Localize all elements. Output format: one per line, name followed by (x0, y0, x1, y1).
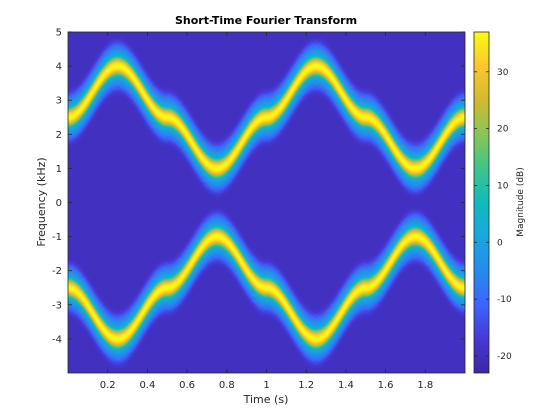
colorbar-frame (473, 31, 490, 374)
x-axis-label: Time (s) (243, 393, 289, 406)
colorbar-tick-label: 20 (497, 125, 509, 135)
y-tick-label: 2 (56, 130, 62, 141)
x-tick-label: 0.2 (100, 380, 116, 391)
colorbar-tick-label: -10 (497, 295, 512, 305)
x-tick-label: 1.6 (378, 380, 394, 391)
y-tick-label: 0 (56, 198, 62, 209)
y-axis-label: Frequency (kHz) (35, 157, 48, 246)
x-tick-label: 0.8 (219, 380, 235, 391)
y-tick-label: 1 (56, 164, 62, 175)
y-tick-label: 5 (56, 28, 62, 39)
colorbar-label: Magnitude (dB) (516, 167, 526, 236)
x-tick-label: 1 (263, 380, 269, 391)
colorbar-tick-label: 0 (497, 238, 503, 248)
colorbar-gradient (474, 32, 489, 373)
colorbar-tick-label: 30 (497, 68, 509, 78)
colorbar-ticks: 30 20 10 0 -10 -20 (474, 68, 512, 362)
y-tick-label: -2 (52, 266, 62, 277)
y-axis-ticks: 5 4 3 2 1 0 -1 -2 -3 -4 (52, 28, 465, 345)
y-tick-label: -4 (52, 334, 62, 345)
y-tick-label: 4 (56, 62, 62, 73)
plot-area: 0.2 0.4 0.6 0.8 1 1.2 1.4 1.6 1.8 5 4 3 2 1 0 -1 -2 -3 -4 (52, 28, 466, 391)
x-tick-label: 0.6 (179, 380, 195, 391)
x-tick-label: 1.8 (417, 380, 433, 391)
colorbar: 30 20 10 0 -10 -20 Magnitude (dB) (473, 31, 526, 374)
y-tick-label: -3 (52, 300, 62, 311)
chart-title: Short-Time Fourier Transform (175, 14, 357, 27)
x-axis-ticks: 0.2 0.4 0.6 0.8 1 1.2 1.4 1.6 1.8 (100, 32, 433, 391)
y-tick-label: 3 (56, 96, 62, 107)
x-tick-label: 1.4 (338, 380, 354, 391)
x-tick-label: 1.2 (298, 380, 314, 391)
x-tick-label: 0.4 (139, 380, 155, 391)
spectrogram-image (68, 32, 465, 373)
y-tick-label: -1 (52, 232, 62, 243)
colorbar-tick-label: 10 (497, 181, 509, 191)
colorbar-tick-label: -20 (497, 352, 512, 362)
